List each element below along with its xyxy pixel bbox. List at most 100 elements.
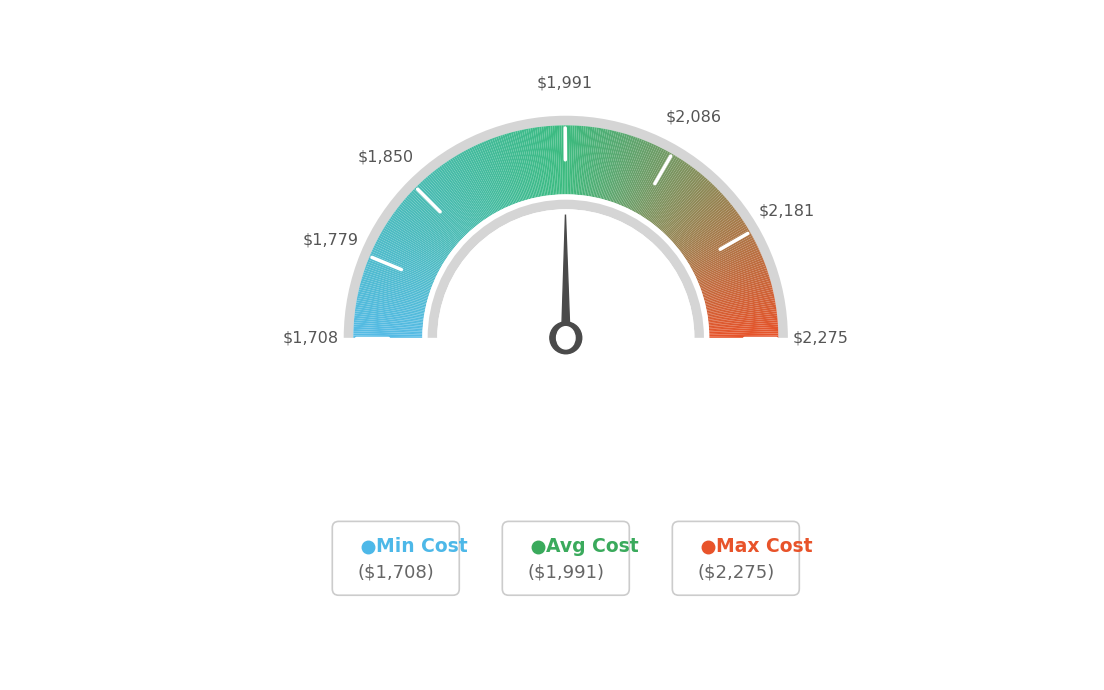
Wedge shape [355,304,424,317]
Wedge shape [650,166,692,223]
FancyBboxPatch shape [332,522,459,595]
Wedge shape [660,179,708,231]
Wedge shape [488,139,514,204]
Wedge shape [385,224,445,262]
Wedge shape [599,131,618,199]
Wedge shape [424,179,471,231]
Text: $1,991: $1,991 [537,75,593,90]
Wedge shape [380,233,440,268]
Wedge shape [606,134,627,201]
Wedge shape [534,127,546,196]
Wedge shape [490,139,516,204]
Text: $1,850: $1,850 [358,150,414,165]
Wedge shape [586,128,599,196]
Wedge shape [683,217,742,257]
Wedge shape [608,135,631,201]
Wedge shape [581,126,591,195]
Wedge shape [381,232,442,268]
Wedge shape [598,131,616,199]
FancyBboxPatch shape [502,522,629,595]
Wedge shape [422,180,470,233]
Wedge shape [359,289,426,306]
Wedge shape [613,137,638,203]
Wedge shape [496,137,520,202]
Wedge shape [359,287,426,305]
Wedge shape [537,127,548,196]
Wedge shape [576,126,584,195]
Wedge shape [567,126,571,195]
Wedge shape [418,183,468,235]
Wedge shape [432,171,477,226]
Wedge shape [697,249,760,279]
Wedge shape [637,154,673,215]
Wedge shape [569,126,573,195]
Wedge shape [459,152,496,214]
Wedge shape [407,194,460,241]
Wedge shape [400,204,455,248]
Wedge shape [397,206,454,250]
Wedge shape [618,140,646,205]
Wedge shape [679,208,735,251]
Wedge shape [458,154,495,215]
Wedge shape [368,259,433,286]
Wedge shape [370,253,434,282]
Wedge shape [693,239,755,273]
Wedge shape [363,270,429,293]
Wedge shape [698,253,762,282]
Wedge shape [386,222,446,261]
Wedge shape [652,168,696,224]
Wedge shape [617,139,644,204]
Wedge shape [543,126,552,195]
Wedge shape [357,298,425,313]
Wedge shape [437,209,694,338]
Text: $2,275: $2,275 [793,331,849,345]
Wedge shape [630,148,665,210]
Wedge shape [699,259,764,286]
Wedge shape [362,277,428,298]
Wedge shape [693,241,756,274]
Wedge shape [709,313,777,323]
Wedge shape [532,128,545,196]
Wedge shape [361,279,428,299]
Wedge shape [629,148,662,210]
Wedge shape [611,136,634,202]
FancyBboxPatch shape [672,522,799,595]
Text: $2,086: $2,086 [666,110,721,124]
Wedge shape [634,150,668,212]
Wedge shape [707,296,775,311]
Wedge shape [702,270,768,293]
Wedge shape [378,237,439,271]
Wedge shape [410,193,461,241]
Wedge shape [391,215,449,256]
Wedge shape [680,209,736,253]
Text: Min Cost: Min Cost [375,537,467,556]
Wedge shape [585,127,597,196]
Wedge shape [690,232,751,268]
Wedge shape [354,320,423,327]
Text: ($2,275): ($2,275) [698,563,774,581]
Wedge shape [709,320,777,327]
Wedge shape [709,333,778,336]
Wedge shape [395,209,452,253]
Wedge shape [364,268,431,292]
Wedge shape [559,126,563,195]
Wedge shape [548,126,555,195]
Wedge shape [640,156,678,216]
Wedge shape [649,165,691,221]
Wedge shape [593,129,608,197]
Wedge shape [436,168,479,224]
Wedge shape [626,145,656,208]
Wedge shape [565,126,569,195]
Wedge shape [427,199,704,338]
Wedge shape [686,222,745,261]
Wedge shape [573,126,580,195]
Wedge shape [709,329,778,333]
Wedge shape [434,170,478,226]
Wedge shape [702,274,769,297]
Wedge shape [372,249,435,279]
Wedge shape [530,128,543,197]
Wedge shape [372,247,436,278]
Wedge shape [353,333,423,336]
Wedge shape [390,217,448,257]
Wedge shape [701,266,766,290]
